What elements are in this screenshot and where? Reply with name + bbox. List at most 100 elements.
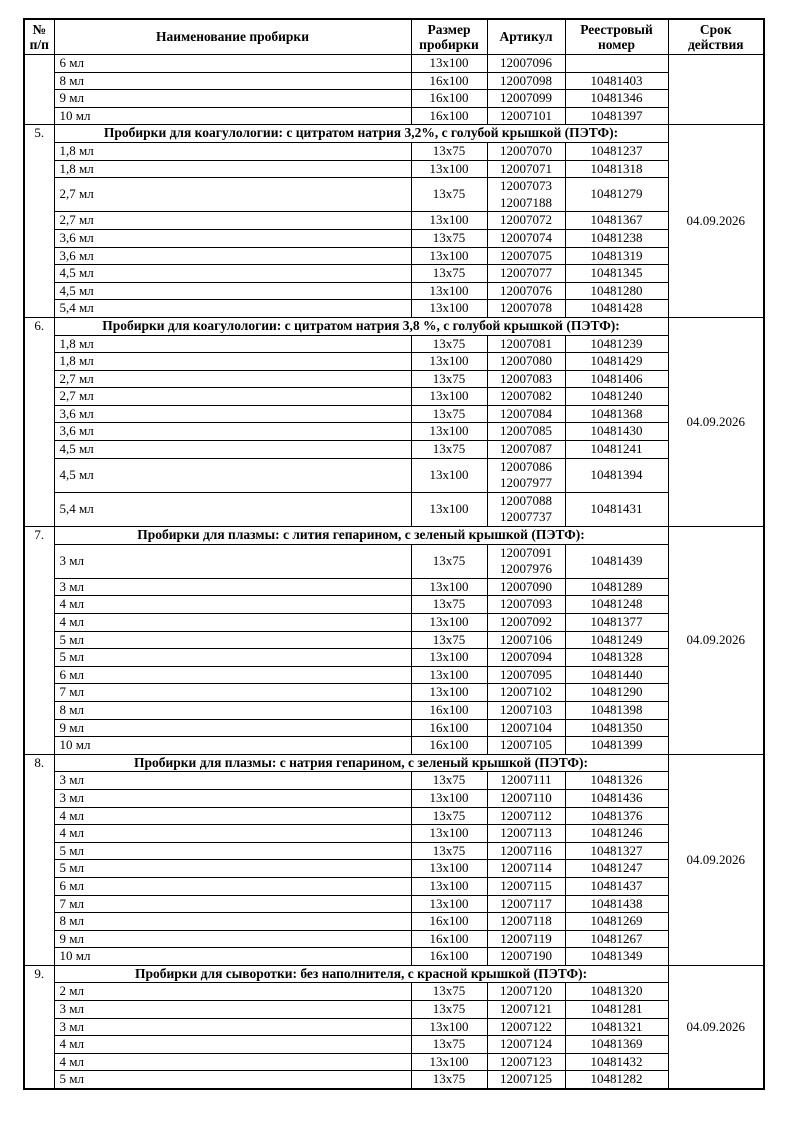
col-header-size: Размер пробирки: [410, 18, 488, 55]
cell-article: 12007112: [486, 806, 566, 826]
cell-tube-size: 13x75: [410, 1000, 488, 1019]
cell-tube-size: 13x75: [410, 228, 488, 248]
cell-article: 12007125: [486, 1070, 566, 1090]
cell-tube-name: 7 мл: [53, 894, 412, 914]
cell-registry-number: 10481438: [564, 894, 669, 914]
article-line: 12007078: [500, 300, 552, 316]
cell-article: 12007103: [486, 700, 566, 720]
table-body: 6 мл 13x100 12007096 8 мл 16x100 12007098 1048…: [23, 53, 765, 1090]
cell-tube-size: 13x100: [410, 422, 488, 442]
cell-tube-name: 4,5 мл: [53, 281, 412, 301]
cell-article: 12007072: [486, 211, 566, 230]
cell-registry-number: 10481431: [564, 491, 669, 528]
article-line: 12007190: [500, 948, 552, 964]
article-line: 12007092: [500, 614, 552, 629]
cell-tube-name: 7 мл: [53, 683, 412, 702]
cell-registry-number: 10481368: [564, 404, 669, 424]
table-row: 4 мл 13x75 12007112 10481376: [24, 806, 764, 826]
cell-article: 12007080: [486, 352, 566, 371]
table-row: 2 мл 13x75 12007120 10481320: [24, 982, 764, 1002]
cell-tube-size: 13x100: [410, 246, 488, 266]
cell-article: 12007076: [486, 281, 566, 301]
article-line: 12007088: [500, 492, 552, 508]
cell-tube-size: 13x75: [410, 1070, 488, 1090]
cell-article: 12007190: [486, 947, 566, 966]
table-row: 2,7 мл 13x75 12007083 10481406: [24, 369, 764, 389]
cell-registry-number: 10481249: [564, 630, 669, 650]
cell-tube-name: 9 мл: [53, 718, 412, 738]
cell-tube-name: 5 мл: [53, 648, 412, 667]
cell-tube-size: 16x100: [410, 718, 488, 738]
article-line: 12007111: [500, 772, 552, 788]
cell-registry-number: 10481269: [564, 912, 669, 931]
cell-tube-size: 13x75: [410, 841, 488, 861]
cell-tube-name: 4,5 мл: [53, 440, 412, 459]
cell-tube-size: 16x100: [410, 106, 488, 126]
cell-registry-number: 10481349: [564, 947, 669, 966]
cell-tube-size: 13x100: [410, 54, 488, 73]
cell-tube-name: 5 мл: [53, 1070, 412, 1090]
section-number: 8.: [23, 753, 55, 966]
article-line: 12007070: [500, 142, 552, 158]
validity-date: 04.09.2026: [667, 124, 765, 318]
cell-article: 12007071: [486, 159, 566, 179]
article-line: 12007076: [500, 282, 552, 298]
article-line: 12007115: [500, 877, 552, 893]
cell-tube-size: 13x100: [410, 859, 488, 878]
cell-registry-number: 10481437: [564, 876, 669, 896]
cell-tube-name: 10 мл: [53, 736, 412, 755]
cell-registry-number: 10481248: [564, 595, 669, 614]
cell-tube-size: 16x100: [410, 912, 488, 931]
validity-date: 04.09.2026: [667, 753, 765, 966]
cell-tube-name: 4 мл: [53, 824, 412, 843]
cell-tube-size: 13x100: [410, 299, 488, 318]
article-line: 12007095: [500, 666, 552, 682]
cell-tube-size: 13x75: [410, 404, 488, 424]
cell-article: 12007104: [486, 718, 566, 738]
table-row: 6 мл 13x100 12007095 10481440: [24, 665, 764, 685]
cell-article: 12007106: [486, 630, 566, 650]
cell-article: 12007094: [486, 648, 566, 667]
cell-tube-size: 13x100: [410, 648, 488, 667]
cell-registry-number: 10481319: [564, 246, 669, 266]
cell-article: 12007093: [486, 595, 566, 614]
cell-article: 12007075: [486, 246, 566, 266]
table-row: 3,6 мл 13x100 12007075 10481319: [24, 246, 764, 266]
cell-registry-number: 10481403: [564, 71, 669, 91]
cell-tube-size: 13x100: [410, 894, 488, 914]
cell-registry-number: 10481328: [564, 648, 669, 667]
article-line: 12007120: [500, 983, 552, 999]
article-line: 12007099: [500, 90, 552, 106]
table-row: 6 мл 13x100 12007096: [23, 53, 765, 126]
cell-registry-number: 10481246: [564, 824, 669, 843]
cell-registry-number: 10481247: [564, 859, 669, 878]
article-line: 12007112: [500, 807, 552, 823]
cell-registry-number: 10481327: [564, 841, 669, 861]
cell-registry-number: 10481346: [564, 89, 669, 108]
cell-tube-size: 16x100: [410, 700, 488, 720]
cell-article: 12007122: [486, 1017, 566, 1037]
cell-tube-name: 3 мл: [53, 788, 412, 808]
table-header: № п/п Наименование пробирки Размер пробирк…: [23, 18, 765, 55]
cell-registry-number: 10481326: [564, 771, 669, 790]
article-line: 12007082: [500, 388, 552, 404]
article-line: 12007117: [500, 895, 552, 911]
article-line: 12007090: [500, 578, 552, 594]
cell-tube-size: 13x100: [410, 211, 488, 230]
cell-registry-number: 10481367: [564, 211, 669, 230]
article-line: 12007072: [500, 212, 552, 228]
article-line: 12007188: [500, 194, 552, 210]
cell-tube-name: 2,7 мл: [53, 387, 412, 406]
cell-tube-name: 5,4 мл: [53, 299, 412, 318]
cell-registry-number: 10481399: [564, 736, 669, 755]
cell-article: 12007091 12007976: [486, 543, 566, 579]
table-row: 10 мл 16x100 12007105 10481399: [24, 736, 764, 755]
cell-article: 12007074: [486, 228, 566, 248]
cell-registry-number: 10481440: [564, 665, 669, 685]
cell-registry-number: 10481350: [564, 718, 669, 738]
cell-tube-name: 5 мл: [53, 859, 412, 878]
cell-tube-name: 2,7 мл: [53, 211, 412, 230]
article-line: 12007098: [500, 72, 552, 88]
cell-article: 12007121: [486, 1000, 566, 1019]
